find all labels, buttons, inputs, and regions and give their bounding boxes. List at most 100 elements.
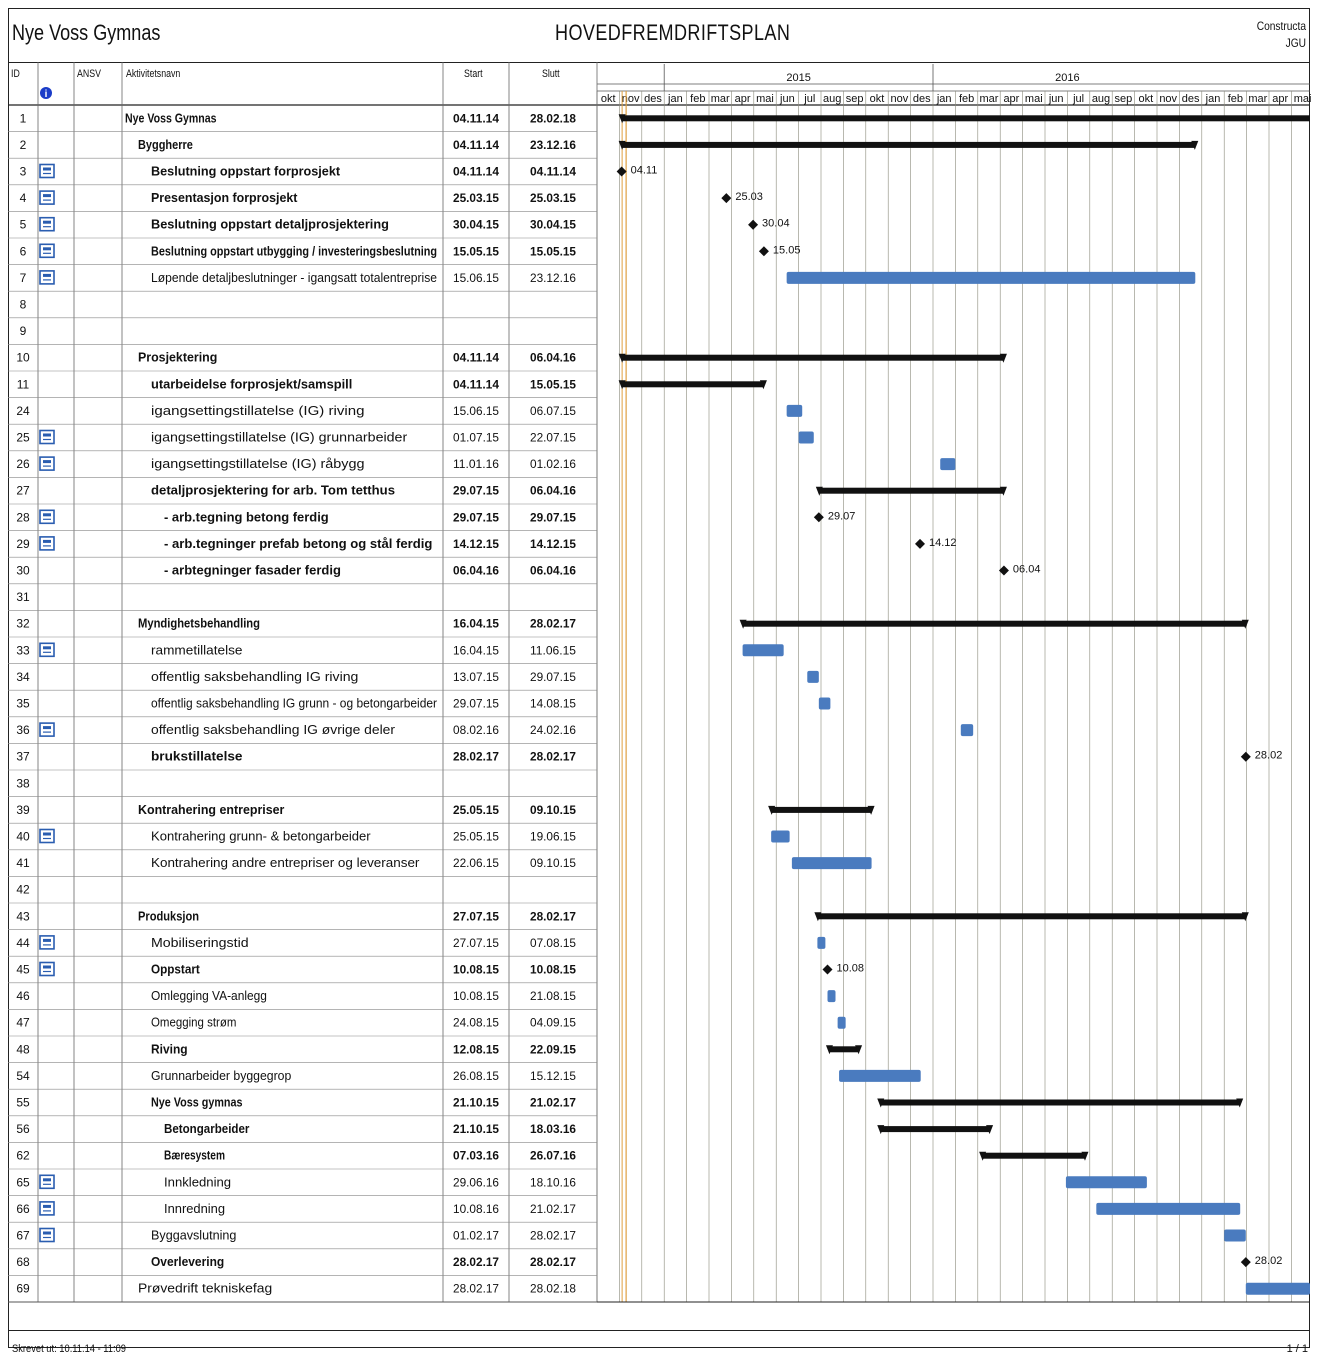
milestone-diamond bbox=[1240, 751, 1251, 762]
start-date: 29.06.16 bbox=[453, 1175, 499, 1189]
activity-name: Myndighetsbehandling bbox=[138, 617, 260, 631]
notes-icon[interactable] bbox=[39, 1201, 55, 1216]
end-date: 14.12.15 bbox=[530, 537, 576, 551]
start-date: 28.02.17 bbox=[453, 1255, 499, 1269]
summary-bar-start-cap bbox=[815, 486, 823, 496]
task-bar bbox=[817, 936, 826, 949]
row-id: 2 bbox=[20, 138, 27, 152]
col-header-start[interactable]: Start bbox=[464, 68, 483, 80]
start-date: 27.07.15 bbox=[453, 909, 499, 923]
start-date: 04.11.14 bbox=[453, 377, 499, 391]
notes-icon[interactable] bbox=[39, 190, 55, 205]
activity-name: Innredning bbox=[164, 1202, 225, 1216]
end-date: 09.10.15 bbox=[530, 803, 576, 817]
notes-icon[interactable] bbox=[39, 828, 55, 844]
notes-icon[interactable] bbox=[39, 216, 55, 232]
notes-icon[interactable] bbox=[39, 243, 55, 259]
task-bar bbox=[837, 1016, 846, 1029]
task-bar bbox=[786, 404, 803, 417]
row-id: 24 bbox=[16, 404, 30, 418]
notes-icon[interactable] bbox=[39, 1174, 55, 1190]
activity-name: Overlevering bbox=[151, 1255, 224, 1269]
end-date: 06.04.16 bbox=[530, 484, 576, 498]
notes-icon-fill bbox=[43, 1231, 51, 1235]
row-id: 33 bbox=[16, 643, 30, 657]
summary-bar-start-cap bbox=[877, 1098, 885, 1108]
brand-initials: JGU bbox=[1285, 36, 1306, 50]
col-header-name[interactable]: Aktivitetsnavn bbox=[126, 68, 181, 80]
end-date: 23.12.16 bbox=[530, 138, 576, 152]
activity-name: Oppstart bbox=[151, 963, 201, 977]
row-id: 69 bbox=[16, 1282, 30, 1296]
task-bar bbox=[839, 1069, 921, 1082]
month-label: jan bbox=[1205, 93, 1221, 105]
end-date: 07.08.15 bbox=[530, 936, 576, 950]
notes-icon[interactable] bbox=[39, 429, 55, 445]
start-date: 21.10.15 bbox=[453, 1096, 499, 1110]
row-id: 40 bbox=[16, 830, 30, 844]
month-label: apr bbox=[1003, 93, 1019, 105]
row-id: 6 bbox=[20, 244, 27, 258]
milestone-diamond bbox=[748, 219, 759, 230]
month-label: jun bbox=[1048, 93, 1064, 105]
month-label: apr bbox=[735, 93, 751, 105]
activity-name: detaljprosjektering for arb. Tom tetthus bbox=[151, 484, 395, 498]
col-header-end[interactable]: Slutt bbox=[542, 68, 560, 80]
info-icon-glyph: i bbox=[45, 89, 48, 100]
task-bar bbox=[960, 724, 974, 737]
month-label: okt bbox=[870, 93, 885, 105]
col-header-ansv[interactable]: ANSV bbox=[77, 68, 101, 80]
month-label: des bbox=[913, 93, 931, 105]
notes-icon[interactable] bbox=[39, 642, 55, 658]
activity-name: Prøvedrift tekniskefag bbox=[138, 1282, 272, 1296]
project-title: Nye Voss Gymnas bbox=[12, 20, 161, 45]
notes-icon-fill bbox=[43, 938, 51, 942]
col-header-id[interactable]: ID bbox=[11, 68, 20, 80]
milestone-label: 10.08 bbox=[837, 963, 865, 975]
month-label: apr bbox=[1272, 93, 1288, 105]
notes-icon[interactable] bbox=[39, 935, 55, 950]
activity-name: Nye Voss gymnas bbox=[151, 1096, 243, 1110]
summary-bar bbox=[982, 1152, 1086, 1159]
row-id: 39 bbox=[16, 803, 30, 817]
row-id: 34 bbox=[16, 670, 30, 684]
notes-icon[interactable] bbox=[39, 509, 55, 525]
activity-name: igangsettingstillatelse (IG) riving bbox=[151, 404, 365, 418]
start-date: 08.02.16 bbox=[453, 723, 499, 737]
start-date: 04.11.14 bbox=[453, 165, 499, 179]
end-date: 29.07.15 bbox=[530, 670, 576, 684]
activity-name: Beslutning oppstart forprosjekt bbox=[151, 165, 341, 179]
notes-icon[interactable] bbox=[39, 961, 55, 977]
summary-bar bbox=[818, 487, 1004, 494]
activity-name: - arbtegninger fasader ferdig bbox=[164, 564, 341, 578]
start-date: 27.07.15 bbox=[453, 936, 499, 950]
end-date: 21.02.17 bbox=[530, 1202, 576, 1216]
summary-bar-start-cap bbox=[768, 805, 776, 815]
notes-icon[interactable] bbox=[39, 163, 55, 179]
notes-icon[interactable] bbox=[39, 722, 55, 737]
activity-name: Riving bbox=[151, 1042, 188, 1056]
notes-icon[interactable] bbox=[39, 456, 55, 471]
milestone-diamond bbox=[813, 512, 824, 523]
end-date: 04.09.15 bbox=[530, 1016, 576, 1030]
notes-icon[interactable] bbox=[39, 1227, 55, 1243]
row-id: 45 bbox=[16, 963, 30, 977]
notes-icon[interactable] bbox=[39, 270, 55, 285]
end-date: 21.08.15 bbox=[530, 989, 576, 1003]
activity-name: - arb.tegninger prefab betong og stål fe… bbox=[164, 537, 432, 551]
notes-icon[interactable] bbox=[39, 536, 55, 551]
row-id: 27 bbox=[16, 484, 30, 498]
end-date: 26.07.16 bbox=[530, 1149, 576, 1163]
end-date: 28.02.17 bbox=[530, 909, 576, 923]
end-date: 06.07.15 bbox=[530, 404, 576, 418]
start-date: 21.10.15 bbox=[453, 1122, 499, 1136]
activity-name: Produksjon bbox=[138, 909, 199, 923]
row-id: 41 bbox=[16, 856, 30, 870]
end-date: 22.07.15 bbox=[530, 431, 576, 445]
end-date: 28.02.17 bbox=[530, 617, 576, 631]
activity-name: Betongarbeider bbox=[164, 1122, 250, 1136]
end-date: 15.05.15 bbox=[530, 377, 576, 391]
row-id: 31 bbox=[16, 590, 30, 604]
milestone-label: 06.04 bbox=[1013, 564, 1041, 576]
start-date: 28.02.17 bbox=[453, 750, 499, 764]
